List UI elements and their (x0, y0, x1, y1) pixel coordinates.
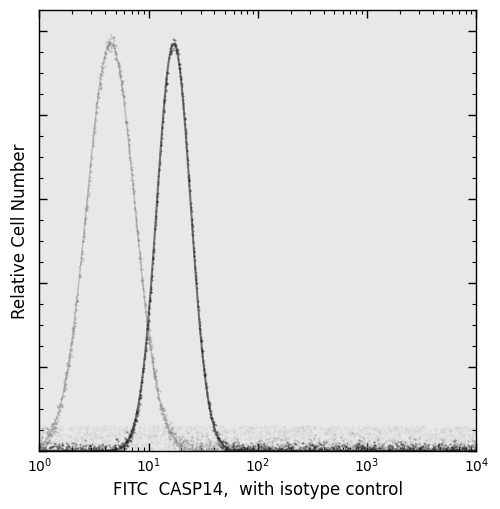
X-axis label: FITC  CASP14,  with isotype control: FITC CASP14, with isotype control (113, 480, 403, 498)
Y-axis label: Relative Cell Number: Relative Cell Number (11, 144, 29, 319)
